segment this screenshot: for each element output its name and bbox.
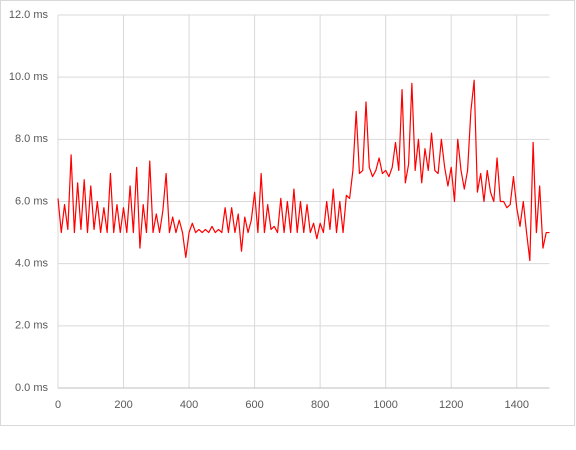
y-tick-label: 0.0 ms xyxy=(15,382,49,394)
y-tick-label: 4.0 ms xyxy=(15,258,49,270)
x-tick-label: 600 xyxy=(245,399,263,411)
x-tick-label: 1200 xyxy=(439,399,463,411)
y-tick-label: 8.0 ms xyxy=(15,133,49,145)
x-tick-label: 1000 xyxy=(373,399,397,411)
y-tick-label: 2.0 ms xyxy=(15,320,49,332)
x-tick-label: 400 xyxy=(180,399,198,411)
data-line xyxy=(57,79,550,262)
x-tick-label: 200 xyxy=(114,399,132,411)
y-tick-label: 6.0 ms xyxy=(15,195,49,207)
y-tick-label: 10.0 ms xyxy=(9,71,49,83)
x-tick-label: 1400 xyxy=(504,399,528,411)
y-tick-label: 12.0 ms xyxy=(9,9,49,21)
x-tick-label: 0 xyxy=(55,399,61,411)
x-tick-label: 800 xyxy=(311,399,329,411)
